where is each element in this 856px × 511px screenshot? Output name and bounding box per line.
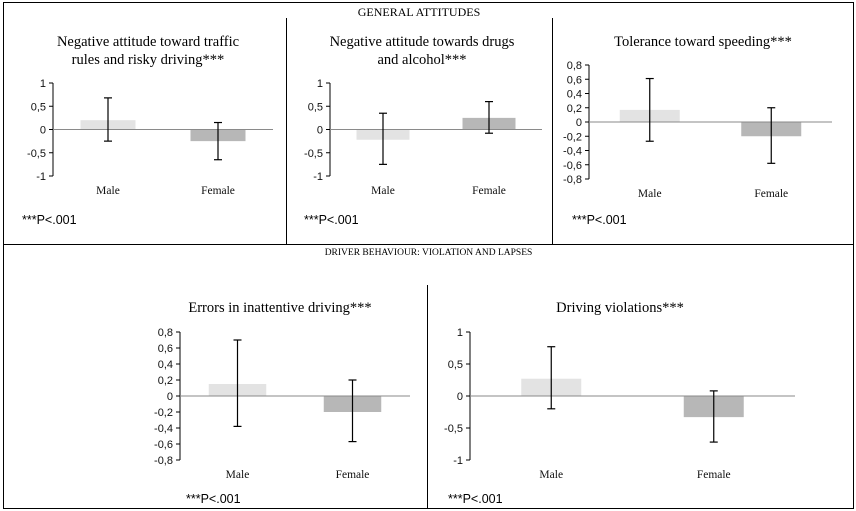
y-tick-label: 0,8 — [567, 60, 582, 72]
y-tick-label: -0,2 — [154, 407, 173, 419]
y-tick-label: 0 — [40, 125, 46, 137]
chart-title-1: Negative attitude toward traffic rules a… — [22, 33, 274, 69]
y-tick-label: 0,4 — [158, 359, 173, 371]
y-tick-label: -0,6 — [563, 160, 582, 172]
chart-1: 1 0,5 0 -0,5 -1 Male Female — [27, 78, 273, 197]
panel-divider-3 — [427, 285, 428, 509]
y-tick-label: 0,5 — [31, 101, 46, 113]
significance-note-4: ***P<.001 — [186, 492, 241, 506]
category-label-female: Female — [754, 188, 788, 200]
y-tick-label: 0,4 — [567, 89, 582, 101]
y-tick-label: -1 — [313, 171, 323, 183]
y-tick-label: -1 — [453, 455, 463, 467]
y-tick-label: 0,8 — [158, 327, 173, 339]
y-tick-label: 0,2 — [158, 375, 173, 387]
y-tick-label: -0,5 — [444, 423, 463, 435]
category-label-female: Female — [697, 469, 731, 481]
y-tick-label: -0,6 — [154, 439, 173, 451]
y-tick-label: 0,2 — [567, 103, 582, 115]
chart-title-3-line-1: Tolerance toward speeding*** — [614, 34, 792, 50]
chart-title-2-line-2: and alcohol*** — [377, 52, 467, 68]
y-tick-label: 0 — [576, 117, 582, 129]
y-tick-label: -0,4 — [154, 423, 173, 435]
y-tick-label: 0,6 — [567, 74, 582, 86]
panel-divider-2 — [552, 18, 553, 245]
y-tick-label: -0,8 — [563, 174, 582, 186]
chart-title-5: Driving violations*** — [470, 299, 770, 317]
significance-note-1: ***P<.001 — [22, 213, 77, 227]
panel-divider-1 — [286, 18, 287, 245]
y-tick-label: -0,5 — [27, 148, 46, 160]
category-label-male: Male — [226, 469, 250, 481]
y-tick-label: 0,6 — [158, 343, 173, 355]
y-tick-label: 1 — [317, 78, 323, 90]
y-tick-label: 0 — [317, 125, 323, 137]
driver-behaviour-frame — [3, 244, 854, 509]
y-tick-label: -0,8 — [154, 455, 173, 467]
chart-title-4-line-1: Errors in inattentive driving*** — [188, 300, 372, 316]
chart-2: 1 0,5 0 -0,5 -1 Male Female — [304, 78, 542, 197]
y-tick-label: -0,5 — [304, 148, 323, 160]
y-tick-label: 0 — [457, 391, 463, 403]
y-tick-label: -0,2 — [563, 131, 582, 143]
significance-note-5: ***P<.001 — [448, 492, 503, 506]
significance-note-3: ***P<.001 — [572, 213, 627, 227]
section-title-driver: DRIVER BEHAVIOUR: VIOLATION AND LAPSES — [324, 248, 533, 258]
category-label-male: Male — [371, 185, 395, 197]
category-label-male: Male — [96, 185, 120, 197]
y-tick-label: -0,4 — [563, 146, 582, 158]
y-tick-label: 0,5 — [308, 101, 323, 113]
y-tick-label: 0 — [167, 391, 173, 403]
section-title-general: GENERAL ATTITUDES — [357, 5, 481, 19]
significance-note-2: ***P<.001 — [304, 213, 359, 227]
y-tick-label: 1 — [457, 327, 463, 339]
category-label-male: Male — [638, 188, 662, 200]
chart-title-5-line-1: Driving violations*** — [556, 300, 684, 316]
category-label-female: Female — [336, 469, 370, 481]
chart-title-3: Tolerance toward speeding*** — [570, 33, 836, 51]
y-tick-label: -1 — [36, 171, 46, 183]
y-tick-label: 1 — [40, 78, 46, 90]
category-label-female: Female — [201, 185, 235, 197]
chart-5: 1 0,5 0 -0,5 -1 Male Female — [444, 327, 795, 481]
chart-4: 0,8 0,6 0,4 0,2 0 -0,2 -0,4 -0,6 -0,8 Male Female — [154, 327, 410, 481]
category-label-male: Male — [539, 469, 563, 481]
category-label-female: Female — [472, 185, 506, 197]
chart-title-1-line-1: Negative attitude toward traffic — [56, 34, 240, 50]
chart-title-2: Negative attitude towards drugs and alco… — [296, 33, 548, 69]
y-tick-label: 0,5 — [448, 359, 463, 371]
chart-title-2-line-1: Negative attitude towards drugs — [329, 34, 515, 50]
chart-title-4: Errors in inattentive driving*** — [150, 299, 410, 317]
chart-title-1-line-2: rules and risky driving*** — [71, 52, 225, 68]
chart-3: 0,8 0,6 0,4 0,2 0 -0,2 -0,4 -0,6 -0,8 Male Female — [563, 60, 832, 200]
